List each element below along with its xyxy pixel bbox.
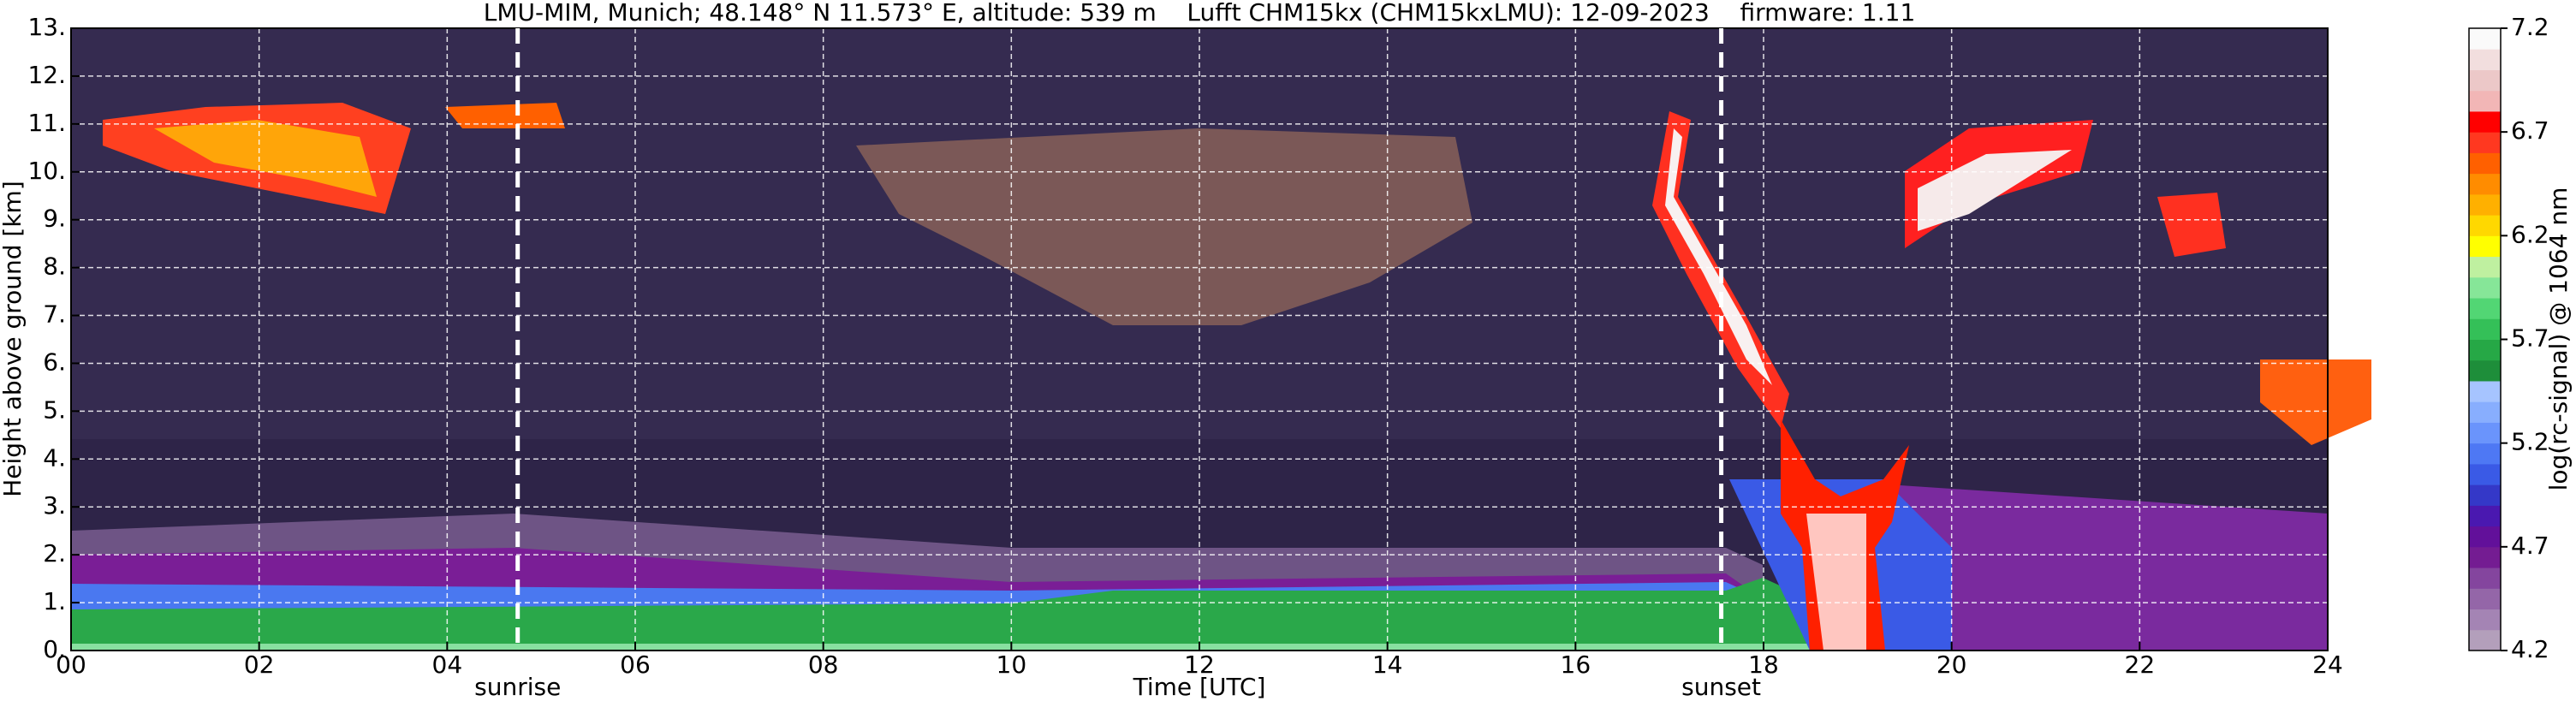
colorbar-segment xyxy=(2469,484,2501,506)
colorbar-segment xyxy=(2469,629,2501,651)
x-tick-label: 24 xyxy=(2312,651,2343,679)
colorbar-segment xyxy=(2469,318,2501,340)
precipitation-core xyxy=(1806,514,1866,651)
colorbar-segment xyxy=(2469,609,2501,631)
colorbar-segment xyxy=(2469,132,2501,153)
x-tick-label: 04 xyxy=(432,651,463,679)
cloud xyxy=(2157,193,2226,257)
colorbar-segment xyxy=(2469,235,2501,258)
y-tick-label: 1. xyxy=(43,587,66,615)
mixing-layer xyxy=(71,578,1810,651)
x-tick-label: 16 xyxy=(1561,651,1591,679)
colorbar-segment xyxy=(2469,443,2501,465)
marker-label: sunrise xyxy=(474,673,561,701)
colorbar-tick-label: 4.2 xyxy=(2511,635,2549,663)
colorbar-label: log(rc-signal) @ 1064 nm xyxy=(2544,187,2573,491)
colorbar-tick-label: 6.7 xyxy=(2511,116,2549,145)
y-tick-label: 11. xyxy=(27,109,66,137)
surface-layer xyxy=(71,644,1810,651)
colorbar-tick-label: 4.7 xyxy=(2511,532,2549,560)
y-axis-label: Height above ground [km] xyxy=(0,181,27,497)
axes: 00 02 04 06 08 10 12 14 16 18 20 22 24 0. 1. 2. 3. 4. 5. 6.… xyxy=(27,13,2342,701)
y-tick-label: 13. xyxy=(27,13,66,41)
colorbar: 4.2 4.7 5.2 5.7 6.2 6.7 7.2 xyxy=(2468,13,2549,663)
y-tick-label: 4. xyxy=(43,443,66,472)
y-tick-label: 10. xyxy=(27,157,66,185)
colorbar-segment xyxy=(2469,276,2501,299)
colorbar-segment xyxy=(2469,546,2501,568)
x-tick-label: 08 xyxy=(808,651,839,679)
colorbar-segment xyxy=(2469,298,2501,319)
colorbar-segment xyxy=(2469,588,2501,610)
colorbar-segment xyxy=(2469,28,2501,50)
y-tick-label: 0. xyxy=(43,635,66,663)
y-tick-label: 7. xyxy=(43,300,66,329)
y-tick-label: 8. xyxy=(43,253,66,281)
colorbar-segment xyxy=(2469,69,2501,92)
y-tick-label: 12. xyxy=(27,61,66,89)
colorbar-segment xyxy=(2469,90,2501,112)
cloud xyxy=(445,103,565,128)
x-tick-label: 10 xyxy=(996,651,1027,679)
cloud xyxy=(1918,150,2072,231)
colorbar-tick-label: 7.2 xyxy=(2511,13,2549,41)
colorbar-segment xyxy=(2469,49,2501,70)
x-axis-label: Time [UTC] xyxy=(1133,673,1266,701)
colorbar-segment xyxy=(2469,215,2501,236)
y-tick-label: 2. xyxy=(43,539,66,567)
x-tick-label: 06 xyxy=(620,651,651,679)
x-tick-label: 14 xyxy=(1372,651,1403,679)
colorbar-tick-label: 5.7 xyxy=(2511,324,2549,353)
cirrus xyxy=(856,128,1472,325)
colorbar-segment xyxy=(2469,526,2501,548)
colorbar-segment xyxy=(2469,422,2501,444)
colorbar-segment xyxy=(2469,256,2501,278)
colorbar-segment xyxy=(2469,359,2501,382)
colorbar-segment xyxy=(2469,567,2501,589)
y-tick-label: 5. xyxy=(43,395,66,424)
colorbar-tick-label: 6.2 xyxy=(2511,220,2549,248)
colorbar-segment xyxy=(2469,152,2501,175)
x-tick-label: 12 xyxy=(1184,651,1215,679)
marker-label: sunset xyxy=(1681,673,1761,701)
colorbar-segment xyxy=(2469,463,2501,485)
heatmap xyxy=(71,28,2371,651)
y-tick-label: 9. xyxy=(43,205,66,233)
colorbar-segment xyxy=(2469,505,2501,527)
chart-title: LMU-MIM, Munich; 48.148° N 11.573° E, al… xyxy=(484,0,1916,27)
cloud xyxy=(154,120,377,197)
y-tick-label: 6. xyxy=(43,348,66,376)
x-tick-label: 22 xyxy=(2125,651,2156,679)
colorbar-segment xyxy=(2469,110,2501,133)
falling-cloud-core xyxy=(1665,128,1772,385)
colorbar-tick-label: 5.2 xyxy=(2511,428,2549,456)
colorbar-segment xyxy=(2469,173,2501,195)
colorbar-segment xyxy=(2469,380,2501,402)
x-tick-label: 00 xyxy=(56,651,86,679)
colorbar-segment xyxy=(2469,339,2501,361)
colorbar-segment xyxy=(2469,193,2501,216)
x-tick-label: 18 xyxy=(1748,651,1779,679)
y-tick-label: 3. xyxy=(43,491,66,520)
x-tick-label: 02 xyxy=(244,651,275,679)
cloud xyxy=(2260,359,2371,445)
x-tick-label: 20 xyxy=(1936,651,1967,679)
colorbar-segment xyxy=(2469,401,2501,423)
